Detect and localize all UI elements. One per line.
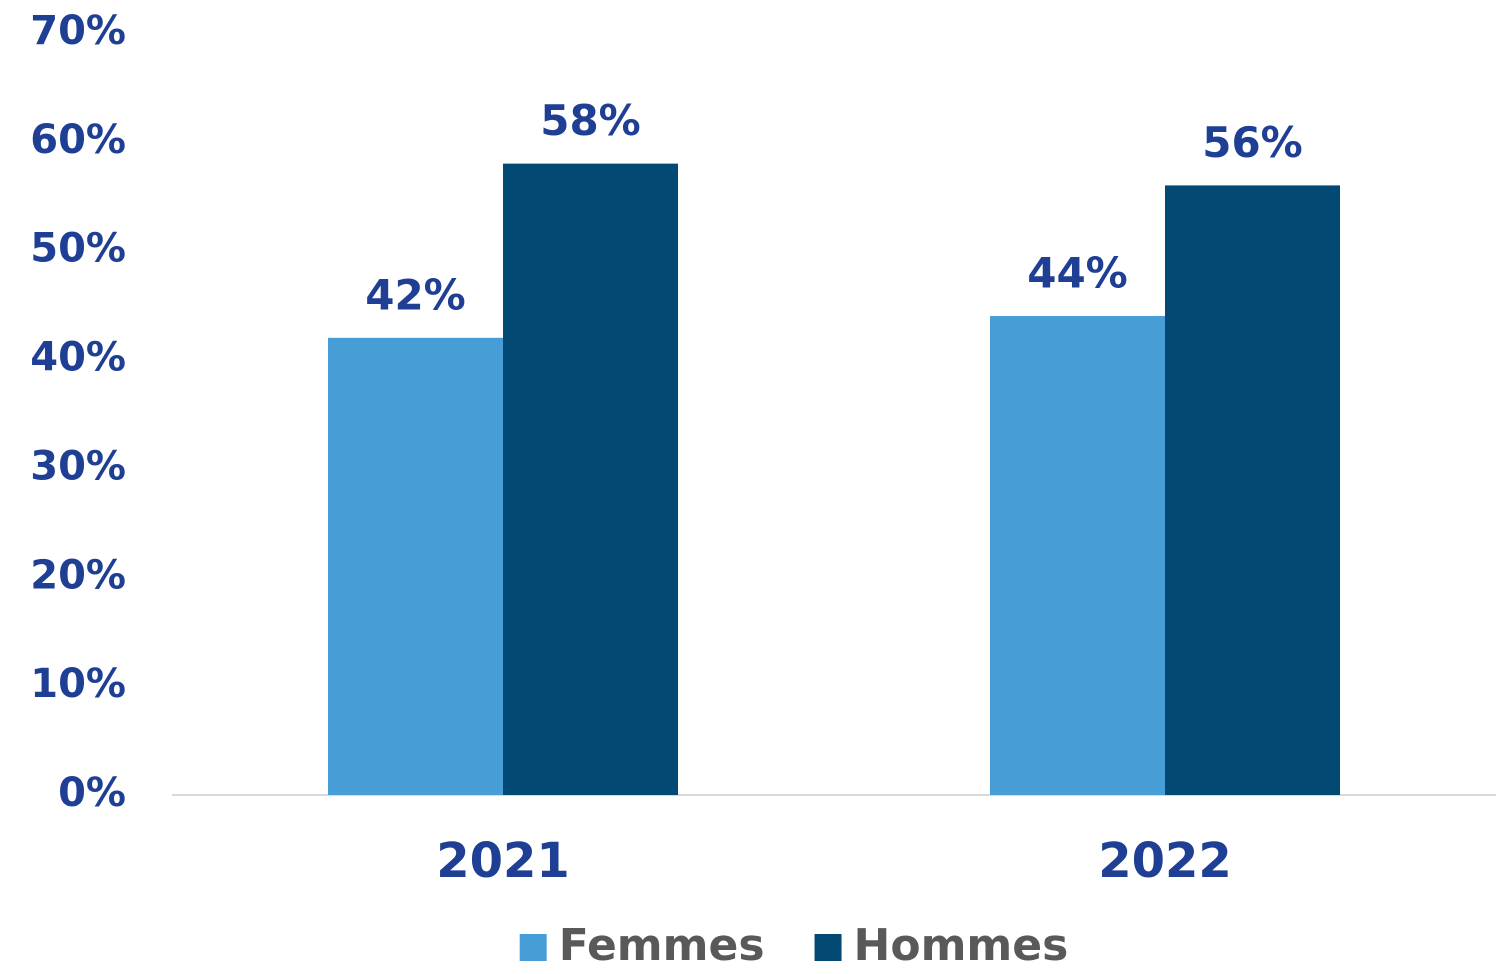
bar	[990, 316, 1165, 795]
x-tick-label: 2022	[1098, 833, 1232, 889]
y-tick-label: 30%	[30, 443, 126, 489]
y-tick-label: 40%	[30, 335, 126, 381]
legend-label: Femmes	[559, 920, 765, 970]
bar	[503, 163, 678, 796]
x-tick-label: 2021	[436, 833, 570, 889]
y-tick-label: 70%	[30, 8, 126, 54]
y-tick-label: 0%	[58, 770, 126, 816]
legend-swatch	[814, 934, 842, 961]
bar	[1165, 185, 1340, 795]
y-tick-label: 50%	[30, 226, 126, 272]
data-label: 58%	[540, 96, 641, 145]
bar	[328, 337, 503, 795]
legend-label: Hommes	[854, 920, 1069, 970]
data-label: 44%	[1027, 249, 1128, 298]
y-tick-label: 20%	[30, 552, 126, 598]
y-tick-label: 10%	[30, 661, 126, 707]
legend-swatch	[519, 934, 547, 961]
data-label: 42%	[365, 270, 466, 319]
data-label: 56%	[1202, 118, 1303, 167]
y-tick-label: 60%	[30, 117, 126, 163]
